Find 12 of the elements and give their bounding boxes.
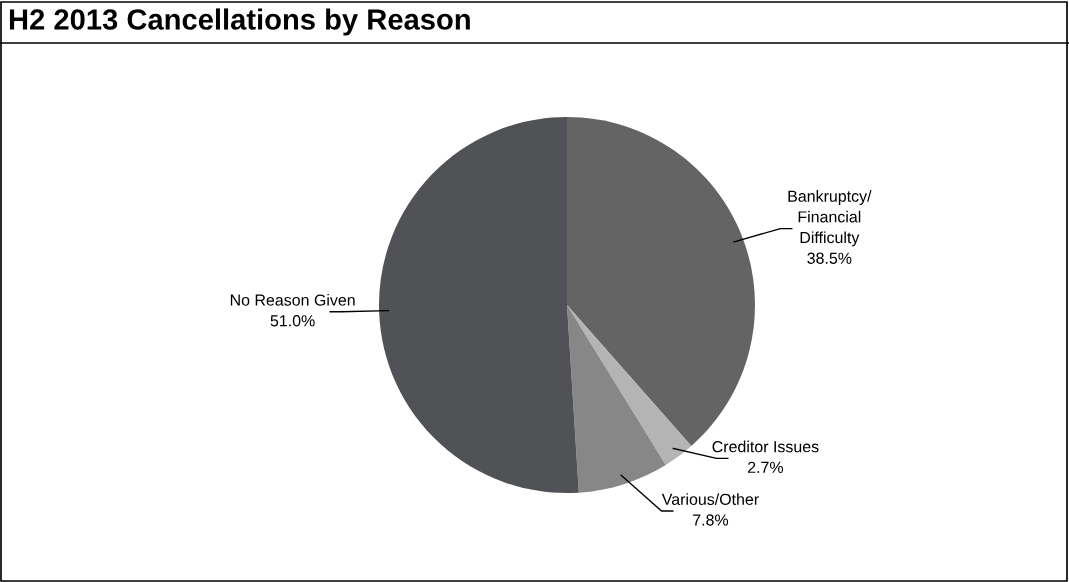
slice-label: No Reason Given xyxy=(230,294,355,306)
data-label: 38.5% xyxy=(807,252,852,264)
pie-slice xyxy=(567,305,692,465)
pie-slice xyxy=(379,117,579,493)
slice-label: Creditor Issues xyxy=(712,440,819,453)
chart-title: H2 2013 Cancellations by Reason xyxy=(9,8,470,36)
data-label: 2.7% xyxy=(748,461,784,473)
slice-label: Bankruptcy/ Financial Difficulty xyxy=(788,190,872,247)
data-label: 51.0% xyxy=(270,315,315,327)
pie-slice xyxy=(567,305,666,493)
slice-label: Various/Other xyxy=(661,493,759,505)
data-label: 7.8% xyxy=(693,514,729,526)
